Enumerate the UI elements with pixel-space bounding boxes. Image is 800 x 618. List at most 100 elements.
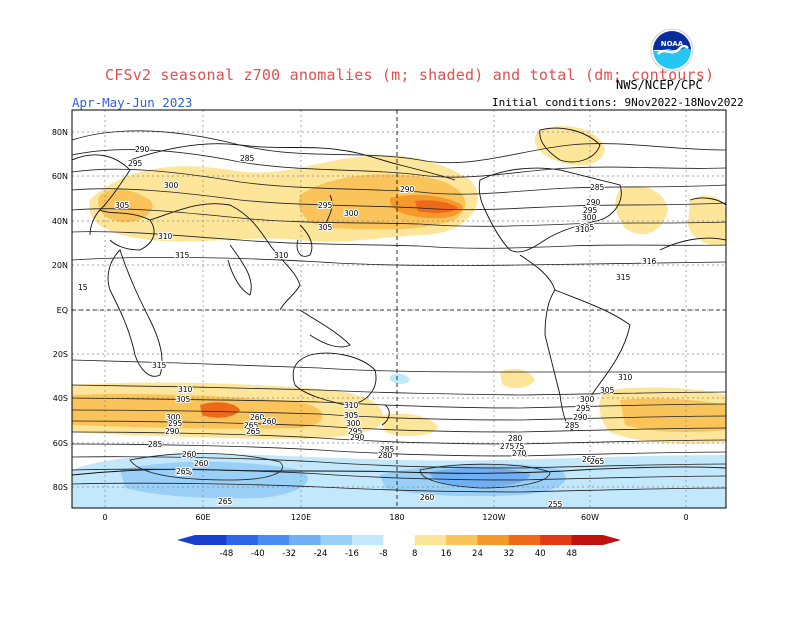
contour-label: 300 — [344, 209, 359, 218]
contour-label: 300 — [346, 419, 361, 428]
contours — [72, 130, 726, 493]
colorbar-label: -32 — [282, 549, 296, 559]
contour-label: 265 — [218, 497, 233, 506]
contour-label: 275 — [510, 442, 525, 451]
contour-label: 295 — [576, 404, 591, 413]
colorbar-label: 16 — [441, 549, 452, 559]
contour-label: 315 — [616, 273, 631, 282]
colorbar-swatch — [383, 535, 416, 545]
contour-label: 265 — [590, 457, 605, 466]
colorbar — [177, 535, 621, 545]
contour-label: 265 — [244, 421, 259, 430]
contour-label: 270 — [512, 449, 527, 458]
lat-label-3: 20N — [52, 261, 68, 270]
colorbar-swatch — [446, 535, 478, 545]
contour-label: 260 — [250, 413, 265, 422]
graticule — [72, 110, 726, 508]
colorbar-arrow-right — [603, 535, 621, 545]
contour-label: 305 — [580, 223, 595, 232]
lat-label-1: 60N — [52, 172, 68, 181]
colorbar-label: -8 — [379, 549, 387, 559]
contour-label: 290 — [165, 427, 180, 436]
colorbar-label: -24 — [314, 549, 328, 559]
colorbar-swatch — [320, 535, 353, 545]
lon-label-2: 120E — [291, 513, 311, 522]
contour-label: 15 — [78, 283, 88, 292]
lat-label-0: 80N — [52, 128, 68, 137]
colorbar-labels: -48 -40 -32 -24 -16 -8 8 16 24 32 40 48 — [219, 549, 577, 559]
forecast-period: Apr-May-Jun 2023 — [72, 95, 193, 110]
shade-pos-8-sh4 — [500, 369, 535, 389]
contour-label: 305 — [176, 395, 191, 404]
lon-label-0: 0 — [102, 513, 107, 522]
contour-label: 310 — [344, 401, 359, 410]
contour-label: 295 — [168, 419, 183, 428]
contour-label: 255 — [548, 500, 563, 509]
contour-label: 260 — [182, 450, 197, 459]
lat-label-7: 60S — [53, 439, 68, 448]
contour-label: 260 — [420, 493, 435, 502]
contour-label: 290 — [573, 413, 588, 422]
colorbar-label: 24 — [472, 549, 483, 559]
contour-label: 310 — [575, 225, 590, 234]
contour-label: 285 — [148, 440, 163, 449]
contour-label: 285 — [565, 421, 580, 430]
contour-label: 305 — [115, 201, 130, 210]
shade-pos-16b — [98, 189, 153, 223]
contour-label: 290 — [400, 185, 415, 194]
lat-label-2: 40N — [52, 217, 68, 226]
contour-label: 280 — [378, 451, 393, 460]
colorbar-label: -48 — [219, 549, 233, 559]
contour-label: 265 — [582, 455, 597, 464]
contour-label: 295 — [583, 206, 598, 215]
lon-label-6: 0 — [683, 513, 688, 522]
contour-label: 295 — [128, 159, 143, 168]
contour-label: 270 — [513, 450, 528, 459]
contour-label: 260 — [194, 459, 209, 468]
colorbar-swatch — [257, 535, 290, 545]
contour-label: 305 — [600, 386, 615, 395]
contour-label: 315 — [152, 361, 167, 370]
initial-conditions: Initial conditions: 9Nov2022-18Nov2022 — [492, 96, 744, 109]
colorbar-swatch — [226, 535, 259, 545]
contour-label: 315 — [175, 251, 190, 260]
contour-label: 290 — [135, 145, 150, 154]
colorbar-swatch — [289, 535, 322, 545]
contour-label: 300 — [166, 413, 181, 422]
contour-label: 310 — [178, 385, 193, 394]
lon-label-3: 180 — [389, 513, 404, 522]
colorbar-swatch — [477, 535, 510, 545]
contour-label: 295 — [318, 201, 333, 210]
map-frame — [71, 109, 727, 509]
contour-label: 310 — [274, 251, 289, 260]
shade-pos-16-sh3 — [620, 398, 726, 433]
contour-label: 265 — [246, 427, 261, 436]
colorbar-swatch — [508, 535, 541, 545]
contour-label: 290 — [586, 198, 601, 207]
lat-label-6: 40S — [53, 394, 68, 403]
contour-label: 316 — [642, 257, 657, 266]
lon-axis: 0 60E 120E 180 120W 60W 0 — [102, 513, 688, 522]
colorbar-swatch — [351, 535, 384, 545]
colorbar-swatch — [414, 535, 447, 545]
agency-label: NWS/NCEP/CPC — [616, 78, 703, 92]
contour-label: 300 — [582, 213, 597, 222]
colorbar-swatch — [571, 535, 604, 545]
contour-label: 300 — [580, 395, 595, 404]
contour-label: 285 — [240, 154, 255, 163]
shade-pos-8c — [615, 186, 668, 235]
contour-label: 285 — [380, 445, 395, 454]
shade-neg-8b — [390, 373, 410, 385]
lon-label-1: 60E — [195, 513, 210, 522]
colorbar-arrow-left — [177, 535, 195, 545]
contour-label: 305 — [344, 411, 359, 420]
lon-label-4: 120W — [482, 513, 505, 522]
noaa-logo: NOAA — [650, 28, 694, 72]
svg-text:NOAA: NOAA — [661, 40, 684, 48]
shade-pos-32-sh — [200, 402, 240, 418]
contour-label: 260 — [262, 417, 277, 426]
contour-label: 295 — [348, 427, 363, 436]
contour-label: 265 — [178, 468, 193, 477]
